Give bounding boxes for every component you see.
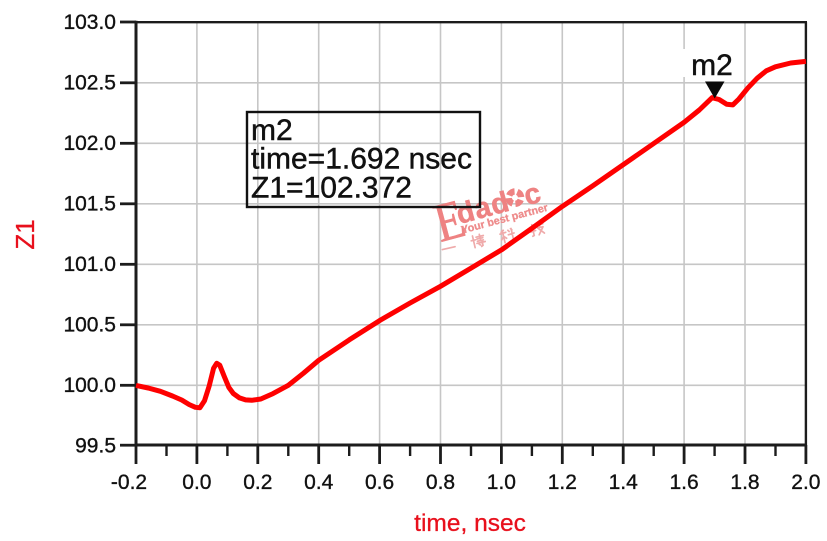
svg-text:m2: m2 <box>251 114 293 147</box>
svg-text:time=1.692 nsec: time=1.692 nsec <box>251 143 472 176</box>
svg-text:1.2: 1.2 <box>548 471 577 494</box>
svg-text:1.0: 1.0 <box>487 471 516 494</box>
svg-text:0.0: 0.0 <box>182 471 211 494</box>
svg-text:100.0: 100.0 <box>63 374 116 397</box>
svg-text:0.4: 0.4 <box>304 471 334 494</box>
svg-text:1.4: 1.4 <box>609 471 639 494</box>
svg-text:time, nsec: time, nsec <box>414 510 526 537</box>
svg-text:100.5: 100.5 <box>63 314 116 337</box>
svg-text:101.5: 101.5 <box>63 193 116 216</box>
svg-text:99.5: 99.5 <box>75 435 116 458</box>
svg-text:103.0: 103.0 <box>63 11 116 34</box>
svg-text:0.8: 0.8 <box>426 471 455 494</box>
svg-text:1.8: 1.8 <box>730 471 759 494</box>
svg-text:Z1: Z1 <box>10 219 40 249</box>
svg-text:101.0: 101.0 <box>63 253 116 276</box>
svg-text:-0.2: -0.2 <box>111 471 147 494</box>
svg-text:2.0: 2.0 <box>791 471 820 494</box>
svg-text:1.6: 1.6 <box>669 471 698 494</box>
svg-text:Z1=102.372: Z1=102.372 <box>251 172 412 205</box>
svg-text:102.0: 102.0 <box>63 132 116 155</box>
svg-text:0.6: 0.6 <box>365 471 394 494</box>
svg-text:0.2: 0.2 <box>243 471 272 494</box>
svg-text:102.5: 102.5 <box>63 72 116 95</box>
svg-text:m2: m2 <box>691 49 733 82</box>
